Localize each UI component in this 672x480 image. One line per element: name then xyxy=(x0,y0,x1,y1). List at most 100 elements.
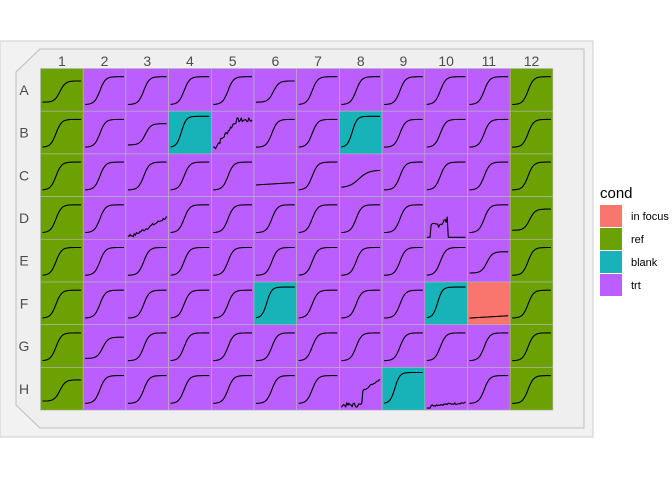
well-G10 xyxy=(424,324,468,368)
well-fill-B5 xyxy=(211,110,255,155)
growth-curve-F6 xyxy=(255,286,295,319)
well-fill-H2 xyxy=(82,367,127,411)
well-A9 xyxy=(381,68,426,112)
well-F11 xyxy=(467,281,511,326)
well-D4 xyxy=(168,196,212,240)
growth-curve-C1 xyxy=(42,161,82,191)
well-G3 xyxy=(125,324,169,368)
well-C8 xyxy=(339,153,383,197)
well-fill-C11 xyxy=(467,153,511,197)
growth-curve-D11 xyxy=(469,204,509,234)
well-C11 xyxy=(467,153,511,197)
well-fill-C10 xyxy=(424,153,468,197)
growth-curve-E11 xyxy=(469,251,509,274)
well-fill-H12 xyxy=(509,367,554,411)
growth-curve-B1 xyxy=(42,118,82,148)
well-fill-F9 xyxy=(381,281,426,326)
well-fill-C7 xyxy=(296,153,340,197)
well-fill-D3 xyxy=(125,196,169,240)
row-labels: A B C D E F G H xyxy=(19,82,30,397)
row-label-G: G xyxy=(19,338,30,354)
column-label-8: 8 xyxy=(357,53,365,69)
growth-curve-E1 xyxy=(42,246,82,276)
well-G2 xyxy=(82,324,127,368)
growth-curve-D1 xyxy=(42,204,82,234)
well-H2 xyxy=(82,367,127,411)
growth-curve-F1 xyxy=(42,289,82,319)
well-F4 xyxy=(168,281,212,326)
growth-curve-D2 xyxy=(85,204,124,234)
growth-curve-D8 xyxy=(341,204,381,234)
growth-curve-G6 xyxy=(255,332,295,362)
well-C5 xyxy=(211,153,255,197)
well-D8 xyxy=(339,196,383,240)
well-fill-E11 xyxy=(467,239,511,283)
growth-curve-B3 xyxy=(127,123,167,146)
well-fill-E7 xyxy=(296,239,340,283)
well-C7 xyxy=(296,153,340,197)
well-fill-H5 xyxy=(211,367,255,411)
well-A5 xyxy=(211,68,255,112)
growth-curve-G2 xyxy=(85,336,124,359)
well-fill-F2 xyxy=(82,281,127,326)
growth-curve-C11 xyxy=(469,161,509,191)
well-fill-C12 xyxy=(509,153,554,197)
wells-grid xyxy=(40,68,554,411)
well-B3 xyxy=(125,110,169,155)
well-fill-C3 xyxy=(125,153,169,197)
growth-curve-E3 xyxy=(127,246,167,276)
well-fill-A3 xyxy=(125,68,169,112)
well-G11 xyxy=(467,324,511,368)
growth-curve-B7 xyxy=(298,118,338,148)
well-H4 xyxy=(168,367,212,411)
well-fill-G1 xyxy=(40,324,84,368)
well-A4 xyxy=(168,68,212,112)
well-G8 xyxy=(339,324,383,368)
well-fill-H11 xyxy=(467,367,511,411)
growth-curve-G12 xyxy=(512,332,551,362)
growth-curve-A11 xyxy=(469,76,509,105)
growth-curve-H4 xyxy=(170,375,210,404)
well-A11 xyxy=(467,68,511,112)
well-fill-E6 xyxy=(253,239,298,283)
well-D3 xyxy=(125,196,169,240)
growth-curve-B4 xyxy=(170,115,210,148)
well-fill-D10 xyxy=(424,196,468,240)
growth-curve-A6 xyxy=(256,80,295,103)
growth-curve-H1 xyxy=(42,379,82,402)
well-D11 xyxy=(467,196,511,240)
well-fill-H7 xyxy=(296,367,340,411)
well-fill-D8 xyxy=(339,196,383,240)
column-label-10: 10 xyxy=(438,53,454,69)
growth-curve-E7 xyxy=(298,246,338,276)
growth-curve-G1 xyxy=(42,332,82,362)
growth-curve-A4 xyxy=(170,76,210,105)
growth-curve-B12 xyxy=(512,118,551,148)
well-fill-G9 xyxy=(381,324,426,368)
well-B7 xyxy=(296,110,340,155)
well-fill-G12 xyxy=(509,324,554,368)
growth-curve-C2 xyxy=(85,161,124,191)
well-F9 xyxy=(381,281,426,326)
growth-curve-H6 xyxy=(255,375,295,404)
growth-curve-G5 xyxy=(213,332,252,362)
growth-curve-A1 xyxy=(42,80,82,103)
well-fill-C1 xyxy=(40,153,84,197)
well-B1 xyxy=(40,110,84,155)
row-label-B: B xyxy=(19,125,28,141)
well-F3 xyxy=(125,281,169,326)
growth-curve-B9 xyxy=(384,118,423,148)
well-A1 xyxy=(40,68,84,112)
well-E7 xyxy=(296,239,340,283)
well-B9 xyxy=(381,110,426,155)
legend-title: cond xyxy=(600,185,633,202)
growth-curve-D5 xyxy=(213,204,252,234)
growth-curve-F11 xyxy=(469,315,509,319)
column-label-4: 4 xyxy=(186,53,194,69)
well-fill-C2 xyxy=(82,153,127,197)
growth-curve-F2 xyxy=(85,289,124,319)
well-fill-B7 xyxy=(296,110,340,155)
well-fill-A4 xyxy=(168,68,212,112)
well-fill-F3 xyxy=(125,281,169,326)
well-fill-A11 xyxy=(467,68,511,112)
